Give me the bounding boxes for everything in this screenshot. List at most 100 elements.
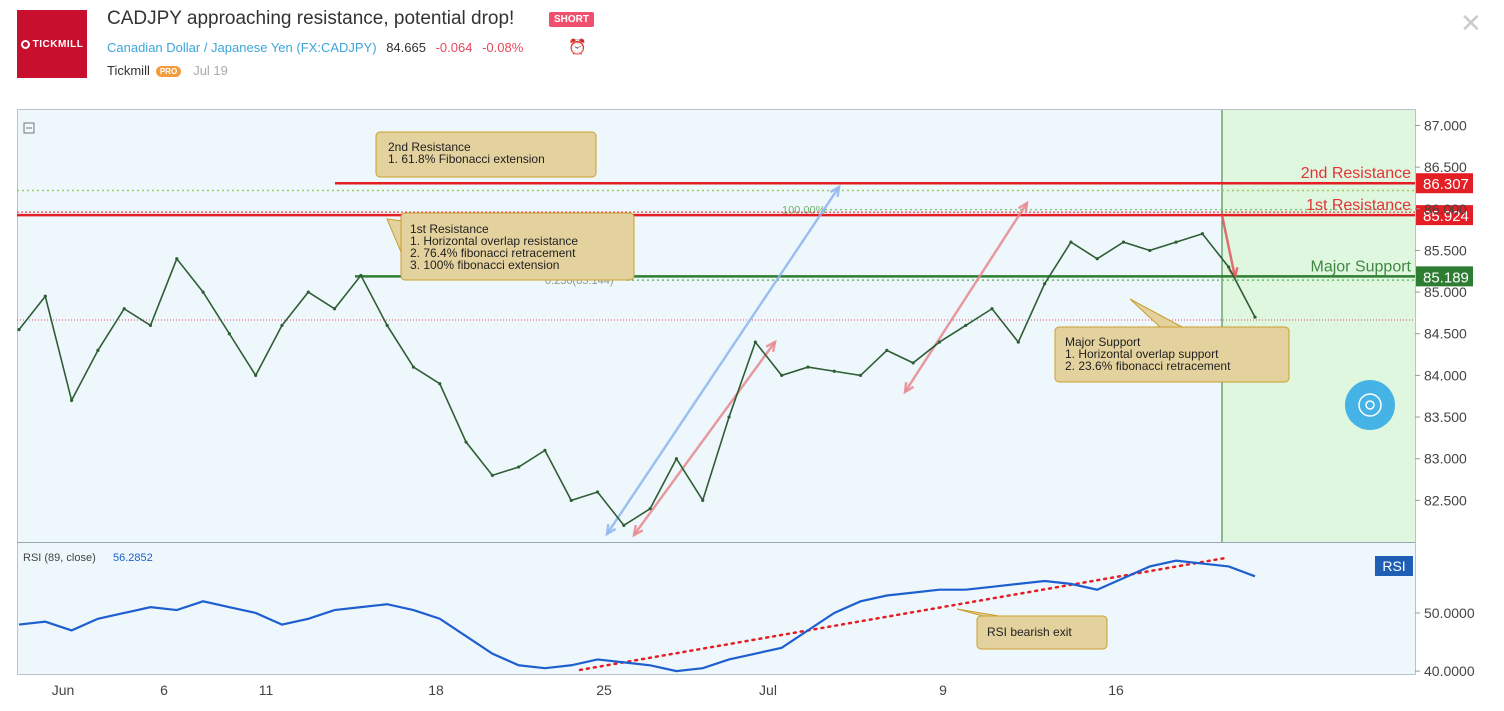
alarm-clock-icon[interactable]: ⏰ bbox=[568, 39, 587, 56]
price-point bbox=[727, 415, 731, 419]
extension-arrow-red-head bbox=[765, 339, 777, 353]
price-point bbox=[964, 323, 968, 328]
rsi-axis: 40.0000 50.0000 bbox=[1415, 605, 1475, 679]
level-name: 2nd Resistance bbox=[1301, 165, 1411, 182]
extension-arrow-blue-head bbox=[605, 523, 617, 537]
price-series-line bbox=[18, 232, 1256, 527]
price-tick-label: 83.500 bbox=[1424, 409, 1467, 425]
price-point bbox=[438, 382, 442, 386]
price-point bbox=[306, 290, 310, 294]
price-point bbox=[280, 323, 284, 328]
extension-arrow-red-head bbox=[632, 524, 644, 538]
level-name: 1st Resistance bbox=[1306, 197, 1411, 214]
close-icon[interactable]: ✕ bbox=[1460, 8, 1482, 38]
level-name: Major Support bbox=[1311, 258, 1412, 275]
price-tick-label: 84.000 bbox=[1424, 367, 1467, 383]
price-tick-label: 86.500 bbox=[1424, 159, 1467, 175]
price-point bbox=[490, 473, 494, 477]
price-tick-label: 86.000 bbox=[1424, 201, 1467, 217]
price-axis: 82.500 83.000 83.500 84.000 84.500 85.000 85.5… bbox=[1415, 117, 1467, 508]
symbol-code[interactable]: (FX:CADJPY) bbox=[296, 40, 377, 55]
price-point bbox=[990, 307, 994, 311]
annotation-major-support[interactable]: Major Support 1. Horizontal overlap supp… bbox=[1054, 298, 1290, 383]
level-lines: 86.307 2nd Resistance 85.924 1st Resistance… bbox=[17, 165, 1473, 287]
price-point bbox=[227, 332, 231, 336]
extension-arrow-blue bbox=[605, 186, 841, 535]
price-point bbox=[332, 307, 337, 311]
price-point bbox=[69, 398, 74, 402]
floating-action-button[interactable] bbox=[1345, 380, 1395, 430]
annotation-line: 2. 76.4% fibonacci retracement bbox=[410, 246, 576, 260]
rsi-tick-label: 50.0000 bbox=[1424, 605, 1475, 621]
annotation-title: 1st Resistance bbox=[410, 222, 489, 236]
collapse-icon[interactable] bbox=[23, 122, 35, 134]
level-price-label: 85.189 bbox=[1423, 269, 1469, 286]
time-tick-label: 18 bbox=[428, 682, 444, 698]
pro-badge: PRO bbox=[155, 66, 182, 78]
price-point bbox=[1227, 265, 1231, 269]
author-name[interactable]: Tickmill bbox=[107, 63, 150, 78]
price-point bbox=[96, 348, 100, 353]
annotation-title: RSI bearish exit bbox=[987, 625, 1072, 639]
symbol-price: 84.665 bbox=[386, 40, 426, 55]
rsi-value: 56.2852 bbox=[113, 552, 153, 564]
price-point bbox=[1069, 240, 1073, 244]
price-pane[interactable] bbox=[17, 109, 1415, 542]
price-point bbox=[411, 365, 416, 369]
price-point bbox=[359, 273, 363, 278]
short-badge: SHORT bbox=[549, 12, 594, 27]
price-tick-label: 87.000 bbox=[1424, 117, 1467, 133]
extension-arrow-red-2-head bbox=[903, 381, 915, 395]
price-point bbox=[1200, 232, 1205, 236]
time-tick-label: 16 bbox=[1108, 682, 1124, 698]
price-point bbox=[43, 294, 47, 298]
projection-arrows bbox=[605, 184, 1239, 538]
price-point bbox=[464, 440, 468, 444]
fib-label: 100.00% bbox=[782, 205, 826, 217]
price-point bbox=[858, 373, 863, 377]
extension-arrow-red bbox=[632, 341, 777, 536]
price-point bbox=[780, 373, 784, 377]
price-point bbox=[148, 323, 153, 328]
level-price-label: 85.924 bbox=[1423, 208, 1469, 225]
level-price-tag bbox=[1416, 173, 1473, 194]
level-price-label: 86.307 bbox=[1423, 176, 1469, 193]
price-point bbox=[254, 373, 258, 377]
price-point bbox=[543, 448, 547, 452]
price-point bbox=[517, 465, 521, 469]
time-tick-label: Jun bbox=[52, 682, 75, 698]
symbol-change: -0.064 bbox=[435, 40, 473, 55]
annotation-2nd-resistance[interactable]: 2nd Resistance 1. 61.8% Fibonacci extens… bbox=[375, 131, 597, 178]
rsi-series-line bbox=[18, 559, 1256, 673]
logo-circle-icon bbox=[20, 39, 30, 49]
chart-area[interactable]: 100.00% 0.236(85.144) 86.307 2nd Resistanc… bbox=[17, 109, 1486, 702]
annotation-line: 1. Horizontal overlap support bbox=[1065, 347, 1219, 361]
rsi-tick-label: 40.0000 bbox=[1424, 663, 1475, 679]
price-point bbox=[806, 365, 810, 369]
chart-frame bbox=[17, 109, 1416, 675]
rsi-trendline bbox=[578, 556, 1229, 672]
price-point bbox=[569, 498, 573, 502]
level-price-tag bbox=[1416, 205, 1473, 226]
annotation-1st-resistance[interactable]: 1st Resistance 1. Horizontal overlap res… bbox=[386, 212, 635, 281]
annotation-rsi-bearish-exit[interactable]: RSI bearish exit bbox=[956, 608, 1108, 650]
drop-arrow bbox=[1220, 214, 1237, 278]
level-price-tag bbox=[1416, 266, 1473, 287]
price-point bbox=[937, 340, 942, 344]
price-point bbox=[701, 498, 705, 502]
price-point bbox=[1253, 315, 1257, 319]
symbol-name[interactable]: Canadian Dollar / Japanese Yen bbox=[107, 40, 293, 55]
tickmill-logo[interactable]: TICKMILL bbox=[17, 10, 87, 78]
price-point bbox=[911, 361, 915, 365]
rsi-pane[interactable] bbox=[17, 543, 1415, 674]
author-line: Tickmill PRO Jul 19 bbox=[107, 63, 228, 78]
annotation-line: 3. 100% fibonacci extension bbox=[410, 258, 559, 272]
price-point bbox=[595, 490, 600, 494]
price-point bbox=[1174, 240, 1178, 244]
price-tick-label: 85.000 bbox=[1424, 284, 1467, 300]
annotation-line: 1. 61.8% Fibonacci extension bbox=[388, 152, 545, 166]
price-point bbox=[201, 290, 205, 294]
annotation-title: 2nd Resistance bbox=[388, 140, 471, 154]
logo-text: TICKMILL bbox=[32, 38, 84, 50]
